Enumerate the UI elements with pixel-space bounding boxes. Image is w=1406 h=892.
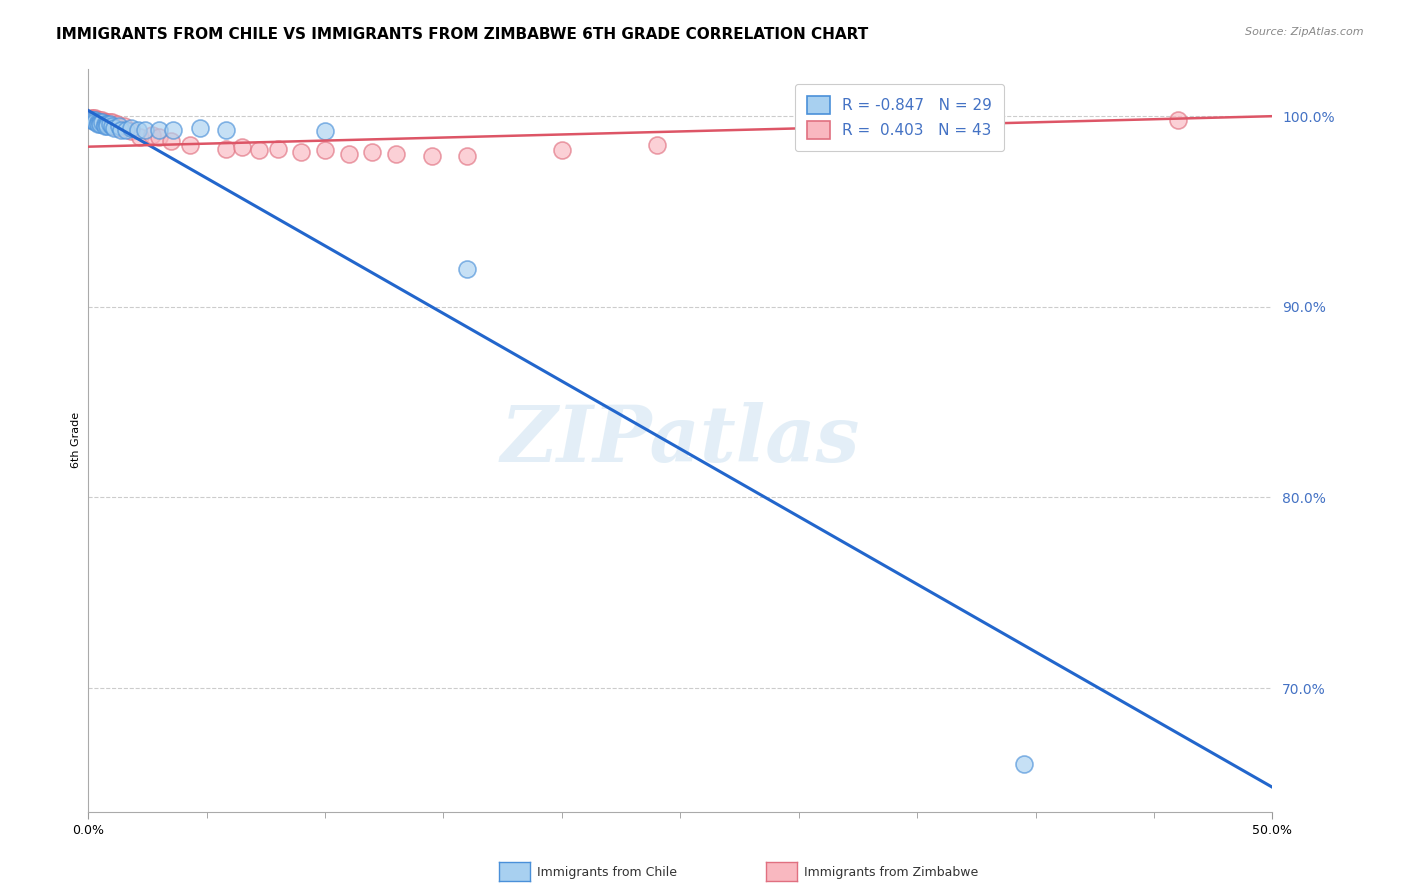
- Point: [82, 113, 104, 128]
- Point: [337, 147, 360, 161]
- Text: Immigrants from Chile: Immigrants from Chile: [537, 866, 678, 879]
- Point: [79, 111, 101, 125]
- Point: [148, 130, 170, 145]
- Point: [115, 122, 138, 136]
- Point: [110, 122, 132, 136]
- Point: [91, 115, 114, 129]
- Point: [84, 113, 107, 128]
- Point: [1012, 757, 1035, 772]
- Text: ZIPatlas: ZIPatlas: [501, 402, 860, 478]
- Text: IMMIGRANTS FROM CHILE VS IMMIGRANTS FROM ZIMBABWE 6TH GRADE CORRELATION CHART: IMMIGRANTS FROM CHILE VS IMMIGRANTS FROM…: [56, 27, 869, 42]
- Point: [160, 134, 183, 148]
- Point: [127, 122, 149, 136]
- Point: [214, 142, 236, 156]
- Y-axis label: 6th Grade: 6th Grade: [72, 412, 82, 468]
- Point: [96, 115, 118, 129]
- Point: [91, 115, 114, 129]
- Point: [134, 122, 156, 136]
- Point: [89, 115, 111, 129]
- Point: [1167, 113, 1189, 128]
- Point: [129, 130, 152, 145]
- Point: [79, 113, 101, 128]
- Point: [96, 117, 118, 131]
- Point: [141, 128, 163, 143]
- Point: [266, 142, 288, 156]
- Point: [385, 147, 408, 161]
- Point: [645, 137, 668, 152]
- Point: [148, 122, 170, 136]
- Point: [456, 149, 478, 163]
- Point: [108, 120, 131, 135]
- Point: [82, 111, 104, 125]
- Point: [551, 144, 574, 158]
- Point: [188, 120, 211, 135]
- Point: [361, 145, 384, 160]
- Point: [314, 124, 336, 138]
- Point: [103, 120, 125, 135]
- Point: [112, 119, 135, 133]
- Point: [98, 117, 121, 131]
- Point: [94, 115, 117, 129]
- Point: [247, 144, 270, 158]
- Point: [456, 261, 478, 276]
- Point: [98, 117, 121, 131]
- Point: [179, 137, 201, 152]
- Point: [89, 115, 111, 129]
- Point: [120, 124, 142, 138]
- Point: [86, 113, 108, 128]
- Point: [94, 117, 117, 131]
- Point: [82, 113, 104, 128]
- Point: [94, 119, 117, 133]
- Point: [98, 115, 121, 129]
- Point: [214, 122, 236, 136]
- Point: [89, 117, 111, 131]
- Point: [101, 119, 124, 133]
- Point: [84, 111, 107, 125]
- Point: [84, 115, 107, 129]
- Point: [105, 117, 128, 131]
- Text: Immigrants from Zimbabwe: Immigrants from Zimbabwe: [804, 866, 979, 879]
- Point: [101, 115, 124, 129]
- Point: [420, 149, 443, 163]
- Point: [86, 115, 108, 129]
- Point: [290, 145, 312, 160]
- Point: [108, 119, 131, 133]
- Point: [231, 139, 253, 153]
- Point: [101, 119, 124, 133]
- Point: [89, 113, 111, 128]
- Point: [84, 113, 107, 128]
- Legend: R = -0.847   N = 29, R =  0.403   N = 43: R = -0.847 N = 29, R = 0.403 N = 43: [794, 84, 1004, 152]
- Point: [96, 119, 118, 133]
- Point: [314, 144, 336, 158]
- Point: [162, 122, 184, 136]
- Point: [86, 115, 108, 129]
- Point: [86, 117, 108, 131]
- Point: [91, 113, 114, 128]
- Point: [96, 117, 118, 131]
- Point: [929, 117, 952, 131]
- Point: [94, 117, 117, 131]
- Point: [120, 120, 142, 135]
- Text: Source: ZipAtlas.com: Source: ZipAtlas.com: [1246, 27, 1364, 37]
